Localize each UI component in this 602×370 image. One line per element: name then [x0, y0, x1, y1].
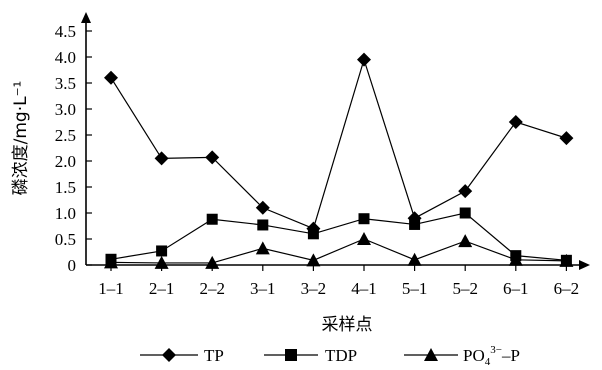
series-tdp-point: [206, 213, 218, 225]
x-tick-label: 1–1: [98, 279, 124, 298]
x-tick-label: 5–1: [402, 279, 428, 298]
series-tdp-point: [307, 228, 319, 240]
legend-po4-main: PO: [463, 346, 485, 365]
series-tp-point: [255, 200, 270, 215]
series-tp-point: [205, 150, 220, 165]
series-po4-point: [154, 255, 169, 269]
legend-po4-superscript: 3−: [490, 344, 502, 356]
series-tp-point: [357, 52, 371, 67]
series-po4-point: [306, 253, 321, 267]
series-tp-point: [104, 70, 118, 85]
series-tp-point: [458, 184, 473, 199]
y-tick-label: 2.5: [55, 126, 76, 145]
y-axis-title: 磷浓度/mg·L⁻¹: [11, 81, 31, 196]
series-tp-point: [559, 131, 574, 146]
y-tick-label: 4.5: [55, 22, 76, 41]
x-tick-label: 4–1: [351, 279, 377, 298]
legend-tdp-label: TDP: [325, 346, 357, 365]
x-axis-title: 采样点: [322, 315, 373, 335]
x-tick-label: 5–2: [452, 279, 478, 298]
series-tdp-line: [110, 212, 567, 261]
series-po4: [104, 232, 574, 269]
x-tick-label: 3–2: [301, 279, 327, 298]
y-tick-label: 1.0: [55, 204, 76, 223]
series-tp: [104, 52, 574, 236]
y-tick-label: 1.5: [55, 178, 76, 197]
series-tdp-point: [156, 245, 168, 257]
series-po4-point: [508, 252, 523, 266]
y-axis-arrow: [81, 12, 91, 23]
x-axis-arrow: [579, 260, 590, 270]
series-tdp-point: [459, 207, 471, 219]
series-tp-line: [110, 57, 567, 230]
y-axis-ticks: 0 0.5 1.0 1.5 2.0 2.5 3.0 3.5 4.0 4.5: [55, 22, 92, 275]
series-tdp: [105, 207, 572, 266]
legend-po4-label: PO43−–P: [463, 344, 520, 368]
legend-po4-rest: –P: [501, 346, 520, 365]
series-tdp-point: [257, 219, 269, 231]
x-tick-label: 3–1: [250, 279, 276, 298]
series-tp-point: [508, 115, 523, 129]
series-po4-point: [357, 232, 371, 245]
y-tick-label: 3.5: [55, 74, 76, 93]
series-po4-point: [559, 253, 574, 267]
y-tick-label: 0: [68, 256, 77, 275]
series-po4-point: [255, 241, 270, 255]
series-po4-line: [110, 238, 567, 264]
series-group: [104, 52, 574, 269]
x-tick-label: 2–1: [149, 279, 175, 298]
series-tdp-point: [409, 218, 421, 230]
legend-po4-subscript: 4: [485, 356, 491, 368]
legend-po4-triangle: [424, 348, 438, 361]
axes: [81, 12, 590, 270]
series-po4-point: [407, 252, 422, 266]
x-tick-label: 6–2: [554, 279, 580, 298]
x-tick-label: 2–2: [199, 279, 225, 298]
legend: TP TDP PO43−–P: [140, 344, 520, 368]
series-po4-point: [458, 234, 473, 248]
x-tick-label: 6–1: [503, 279, 529, 298]
legend-tp-label: TP: [204, 346, 224, 365]
y-tick-label: 4.0: [55, 48, 76, 67]
y-tick-label: 3.0: [55, 100, 76, 119]
y-tick-label: 2.0: [55, 152, 76, 171]
x-axis-ticks: 1–1 2–1 2–2 3–1 3–2 4–1 5–1 5–2 6–1 6–2: [98, 265, 579, 298]
series-tdp-point: [358, 213, 370, 225]
series-po4-point: [104, 255, 118, 269]
legend-tp-diamond: [162, 348, 176, 362]
y-tick-label: 0.5: [55, 230, 76, 249]
series-po4-point: [205, 255, 220, 269]
legend-tdp-square: [285, 349, 297, 361]
series-tp-point: [154, 151, 169, 166]
